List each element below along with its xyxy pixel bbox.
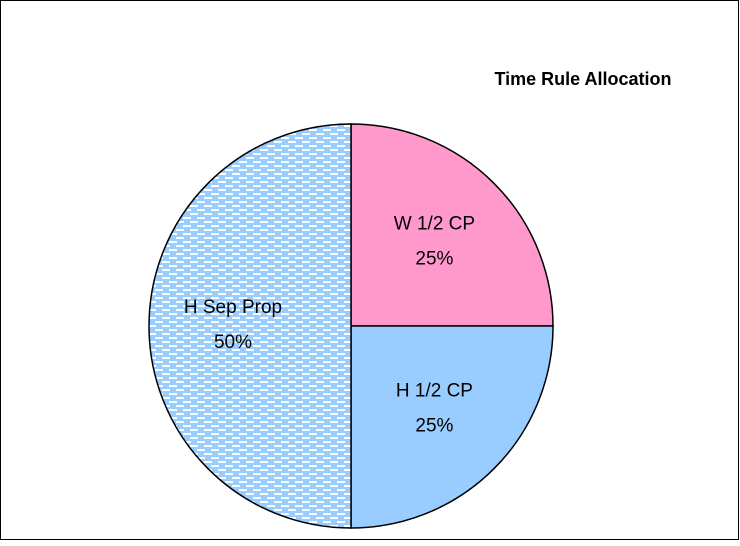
slice-label: W 1/2 CP [394, 214, 475, 235]
slice-label: H Sep Prop [184, 297, 282, 318]
pie-slice [350, 325, 554, 529]
pie-slice [350, 123, 554, 327]
slice-value: 25% [415, 249, 453, 270]
chart-title: Time Rule Allocation [494, 69, 671, 89]
pie-slice [148, 123, 352, 529]
slice-value: 25% [415, 415, 453, 436]
slice-value: 50% [214, 332, 252, 353]
slice-label: H 1/2 CP [396, 380, 473, 401]
